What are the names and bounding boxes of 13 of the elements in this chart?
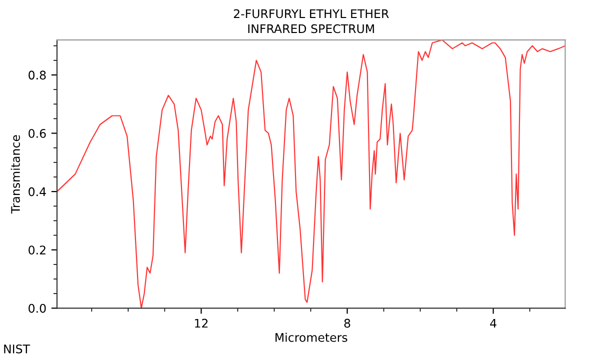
text: NIST (4, 344, 30, 354)
y-tick-label: 0.6 (28, 128, 46, 138)
x-tick-label: 12 (194, 318, 208, 328)
y-tick-label: 0.4 (28, 187, 46, 196)
line-series (57, 40, 566, 308)
y-axis-title: Transmitance (10, 135, 20, 214)
x-tick-label: 4 (490, 318, 496, 328)
y-tick-label: 0.2 (28, 246, 46, 255)
x-axis-title: Micrometers (276, 332, 348, 342)
y-tick-label: 0.0 (28, 304, 46, 313)
x-tick-label: 8 (344, 318, 350, 328)
chart-title: 2-FURFURYL ETHYL ETHER INFRARED SPECTRUM (234, 9, 389, 34)
y-tick-label: 0.8 (28, 70, 46, 80)
